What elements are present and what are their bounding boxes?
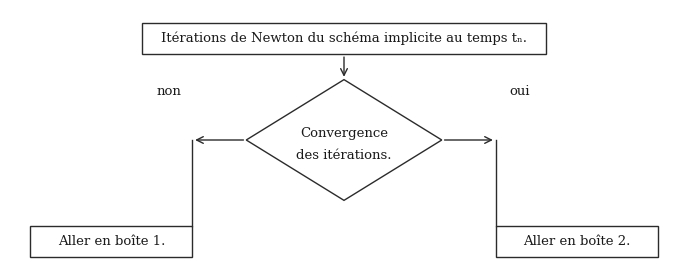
- Text: Convergence: Convergence: [300, 127, 388, 140]
- Text: oui: oui: [509, 85, 530, 99]
- Text: non: non: [156, 85, 181, 99]
- Text: Aller en boîte 1.: Aller en boîte 1.: [58, 235, 165, 248]
- FancyBboxPatch shape: [495, 226, 658, 257]
- Text: Itérations de Newton du schéma implicite au temps tₙ.: Itérations de Newton du schéma implicite…: [161, 32, 527, 45]
- Polygon shape: [246, 80, 442, 200]
- Text: des itérations.: des itérations.: [297, 149, 391, 162]
- Text: Aller en boîte 2.: Aller en boîte 2.: [523, 235, 630, 248]
- FancyBboxPatch shape: [30, 226, 193, 257]
- FancyBboxPatch shape: [142, 23, 546, 54]
